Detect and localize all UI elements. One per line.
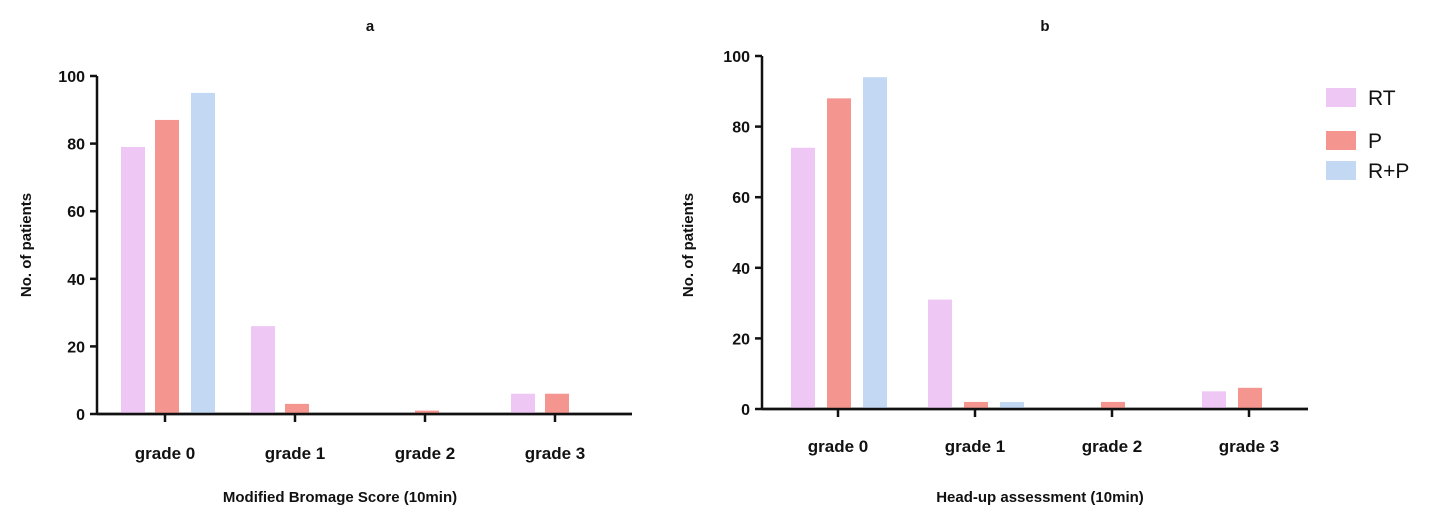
panel-a-y-tick-label: 80 (67, 137, 85, 154)
panel-b-bar-rt-grade-3 (1202, 391, 1226, 409)
panel-a-bar-p-grade-2 (415, 410, 439, 414)
panel-a-category-label: grade 1 (265, 444, 325, 463)
panel-b-bar-p-grade-3 (1238, 387, 1262, 409)
panel-b-x-axis-title: Head-up assessment (10min) (936, 489, 1144, 506)
panel-a-bar-rt-grade-1 (251, 326, 275, 414)
panel-b-y-tick-label: 60 (732, 190, 750, 207)
panel-b-bar-rp-grade-0 (863, 77, 887, 410)
panel-b-category-label: grade 0 (808, 437, 868, 456)
panel-a-bar-p-grade-1 (285, 403, 309, 414)
legend-label-p: P (1368, 130, 1382, 153)
legend-label-rp: R+P (1368, 160, 1409, 183)
panel-a-bar-rt-grade-0 (121, 146, 145, 415)
panel-b-y-tick-label: 40 (732, 261, 750, 278)
panel-a-x-axis-title: Modified Bromage Score (10min) (223, 489, 457, 506)
legend-swatch-rp (1326, 161, 1356, 180)
panel-a-bar-rp-grade-0 (191, 92, 215, 415)
panel-b-bar-rt-grade-1 (928, 299, 952, 409)
legend-swatch-rt (1326, 88, 1356, 107)
chart-marks: 0 20 40 60 80 100 grade 0 grade 1 grade 2 grade 3… (58, 49, 1308, 463)
panel-b-y-tick-label: 20 (732, 331, 750, 348)
panel-a-bar-p-grade-0 (155, 119, 179, 414)
panel-b-y-axis-title: No. of patients (680, 193, 697, 297)
panel-a-y-tick-label: 20 (67, 339, 85, 356)
panel-b-y-tick-label: 100 (723, 49, 750, 66)
panel-a-bar-rt-grade-3 (511, 393, 535, 414)
legend-label-rt: RT (1368, 87, 1396, 110)
panel-b-title: b (1040, 18, 1049, 35)
legend-swatch-p (1326, 131, 1356, 150)
panel-a-bar-p-grade-3 (545, 393, 569, 414)
panel-b-y-tick-label: 0 (741, 402, 750, 419)
panel-a-y-tick-label: 100 (58, 69, 85, 86)
panel-a-y-tick-label: 60 (67, 204, 85, 221)
panel-b-category-label: grade 2 (1082, 437, 1142, 456)
panel-b-bar-p-grade-0 (827, 98, 851, 410)
panel-a-category-label: grade 2 (395, 444, 455, 463)
panel-b-bar-p-grade-1 (964, 401, 988, 409)
legend: RT P R+P (1326, 87, 1409, 183)
panel-b-bar-rt-grade-0 (791, 147, 815, 409)
panel-a-title: a (366, 18, 375, 35)
panel-b-y-tick-label: 80 (732, 120, 750, 137)
panel-a-category-label: grade 3 (525, 444, 585, 463)
panel-a-y-axis-title: No. of patients (18, 193, 35, 297)
panel-b-bar-rp-grade-1 (1000, 401, 1024, 409)
panel-a-y-tick-label: 0 (76, 407, 85, 424)
panel-b-category-label: grade 3 (1219, 437, 1279, 456)
panel-b-bar-p-grade-2 (1101, 401, 1125, 409)
panel-b-category-label: grade 1 (945, 437, 1005, 456)
panel-a-y-tick-label: 40 (67, 272, 85, 289)
panel-a-category-label: grade 0 (135, 444, 195, 463)
